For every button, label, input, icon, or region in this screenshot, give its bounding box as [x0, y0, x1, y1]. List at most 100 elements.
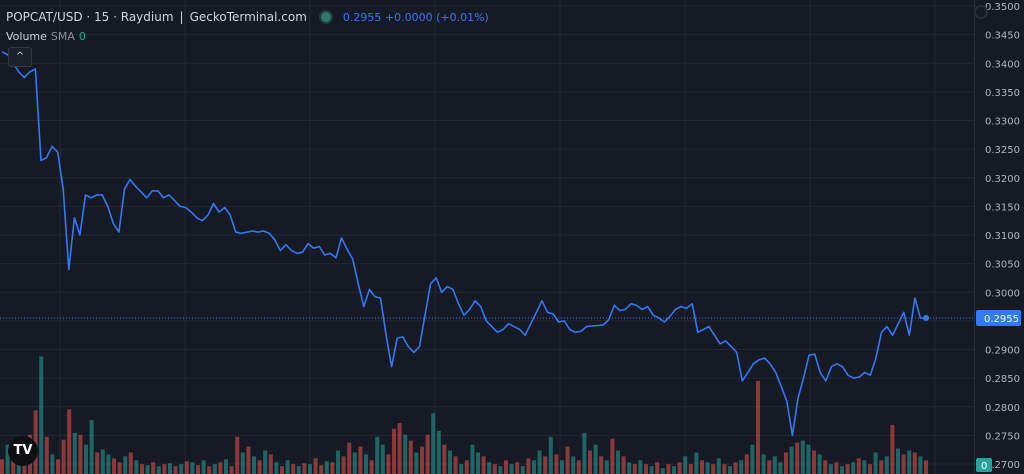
volume-bar — [705, 462, 710, 474]
y-tick-label: 0.2750 — [985, 431, 1020, 442]
volume-bar — [112, 458, 116, 474]
volume-bar — [868, 464, 872, 474]
volume-bar — [0, 459, 4, 474]
y-tick-label: 0.2700 — [985, 460, 1020, 471]
volume-bar — [246, 446, 251, 474]
volume-bar — [728, 466, 732, 474]
settings-gear-icon[interactable] — [974, 5, 988, 19]
grid-layer — [0, 0, 974, 474]
volume-bar — [795, 442, 800, 474]
volume-bar — [638, 460, 643, 474]
volume-bar — [11, 454, 16, 474]
volume-bar — [313, 458, 318, 474]
volume-bar — [548, 436, 553, 474]
volume-bar — [324, 461, 329, 474]
volume-bar — [873, 452, 878, 474]
y-tick-label: 0.3300 — [985, 117, 1020, 128]
volume-bar — [856, 458, 861, 474]
volume-bar — [224, 459, 228, 474]
symbol-label: POPCAT/USD · 15 · Raydium — [6, 10, 174, 24]
sma-value: 0 — [78, 30, 86, 43]
volume-bar — [240, 452, 245, 474]
volume-bar — [123, 456, 128, 474]
legend-separator: | — [179, 10, 184, 24]
volume-bar — [201, 460, 206, 474]
volume-bar — [907, 450, 912, 474]
y-tick-label: 0.3050 — [985, 260, 1020, 271]
volume-bar — [72, 432, 77, 474]
volume-axis-badge — [976, 458, 992, 472]
volume-bar — [571, 456, 576, 474]
volume-bar — [912, 452, 917, 474]
volume-bar — [800, 440, 805, 474]
volume-bar — [184, 461, 189, 474]
volume-bar — [44, 436, 49, 474]
volume-bar — [420, 446, 424, 474]
volume-bar — [644, 464, 648, 474]
volume-bar — [39, 356, 44, 474]
market-status-dot-icon — [320, 12, 331, 22]
volume-bar — [845, 464, 850, 474]
volume-bar — [487, 462, 492, 474]
volume-bar — [604, 460, 609, 474]
volume-bar — [498, 466, 503, 474]
volume-bar — [106, 454, 111, 474]
collapse-legend-button[interactable]: ^ — [8, 47, 32, 67]
volume-bar — [649, 466, 654, 474]
volume-bar — [229, 466, 234, 474]
volume-bar — [610, 438, 615, 474]
volume-bar — [212, 464, 217, 474]
volume-bar — [526, 458, 531, 474]
volume-bar — [173, 466, 178, 474]
volume-bar — [5, 444, 10, 474]
volume-bar — [100, 449, 105, 474]
volume-bar — [476, 452, 480, 474]
volume-bar — [218, 462, 223, 474]
y-tick-label: 0.3500 — [985, 2, 1020, 13]
y-tick-label: 0.3450 — [985, 31, 1020, 42]
last-point-marker — [923, 315, 929, 322]
volume-bar — [364, 454, 368, 474]
volume-bar — [50, 454, 55, 474]
volume-bar — [688, 464, 693, 474]
volume-bar — [750, 444, 755, 474]
volume-legend: Volume SMA 0 — [6, 30, 86, 43]
volume-bar — [767, 460, 772, 474]
volume-bar — [840, 466, 844, 474]
y-tick-label: 0.2900 — [985, 346, 1020, 357]
volume-bar — [700, 460, 704, 474]
volume-bar — [408, 440, 413, 474]
volume-bar — [380, 444, 385, 474]
volume-bar — [145, 465, 150, 474]
volume-bar — [84, 444, 88, 474]
volume-axis-label: 0 — [981, 461, 987, 472]
volume-bar — [778, 462, 783, 474]
y-tick-label: 0.3100 — [985, 231, 1020, 242]
volume-bar — [627, 462, 632, 474]
tradingview-logo-icon[interactable]: TV — [8, 436, 38, 466]
volume-bar — [162, 464, 167, 474]
volume-bar — [761, 454, 766, 474]
volume-bar — [896, 448, 900, 474]
volume-bar — [296, 466, 301, 474]
price-series-line — [1, 51, 926, 437]
volume-bar — [140, 464, 144, 474]
volume-bar — [330, 462, 335, 474]
volume-bar — [375, 436, 380, 474]
volume-label: Volume — [6, 30, 47, 43]
volume-bar — [151, 462, 156, 474]
y-tick-label: 0.3200 — [985, 174, 1020, 185]
y-tick-label: 0.2850 — [985, 374, 1020, 385]
volume-bar — [352, 452, 357, 474]
chart-legend: POPCAT/USD · 15 · Raydium | GeckoTermina… — [6, 8, 489, 26]
volume-bar — [358, 446, 363, 474]
volume-bar — [560, 460, 564, 474]
volume-bar — [806, 444, 811, 474]
price-info: 0.2955 +0.0000 (+0.01%) — [342, 10, 489, 24]
volume-bar — [784, 452, 788, 474]
volume-bar — [134, 460, 139, 474]
volume-bar — [235, 436, 240, 474]
volume-bar — [392, 428, 396, 474]
